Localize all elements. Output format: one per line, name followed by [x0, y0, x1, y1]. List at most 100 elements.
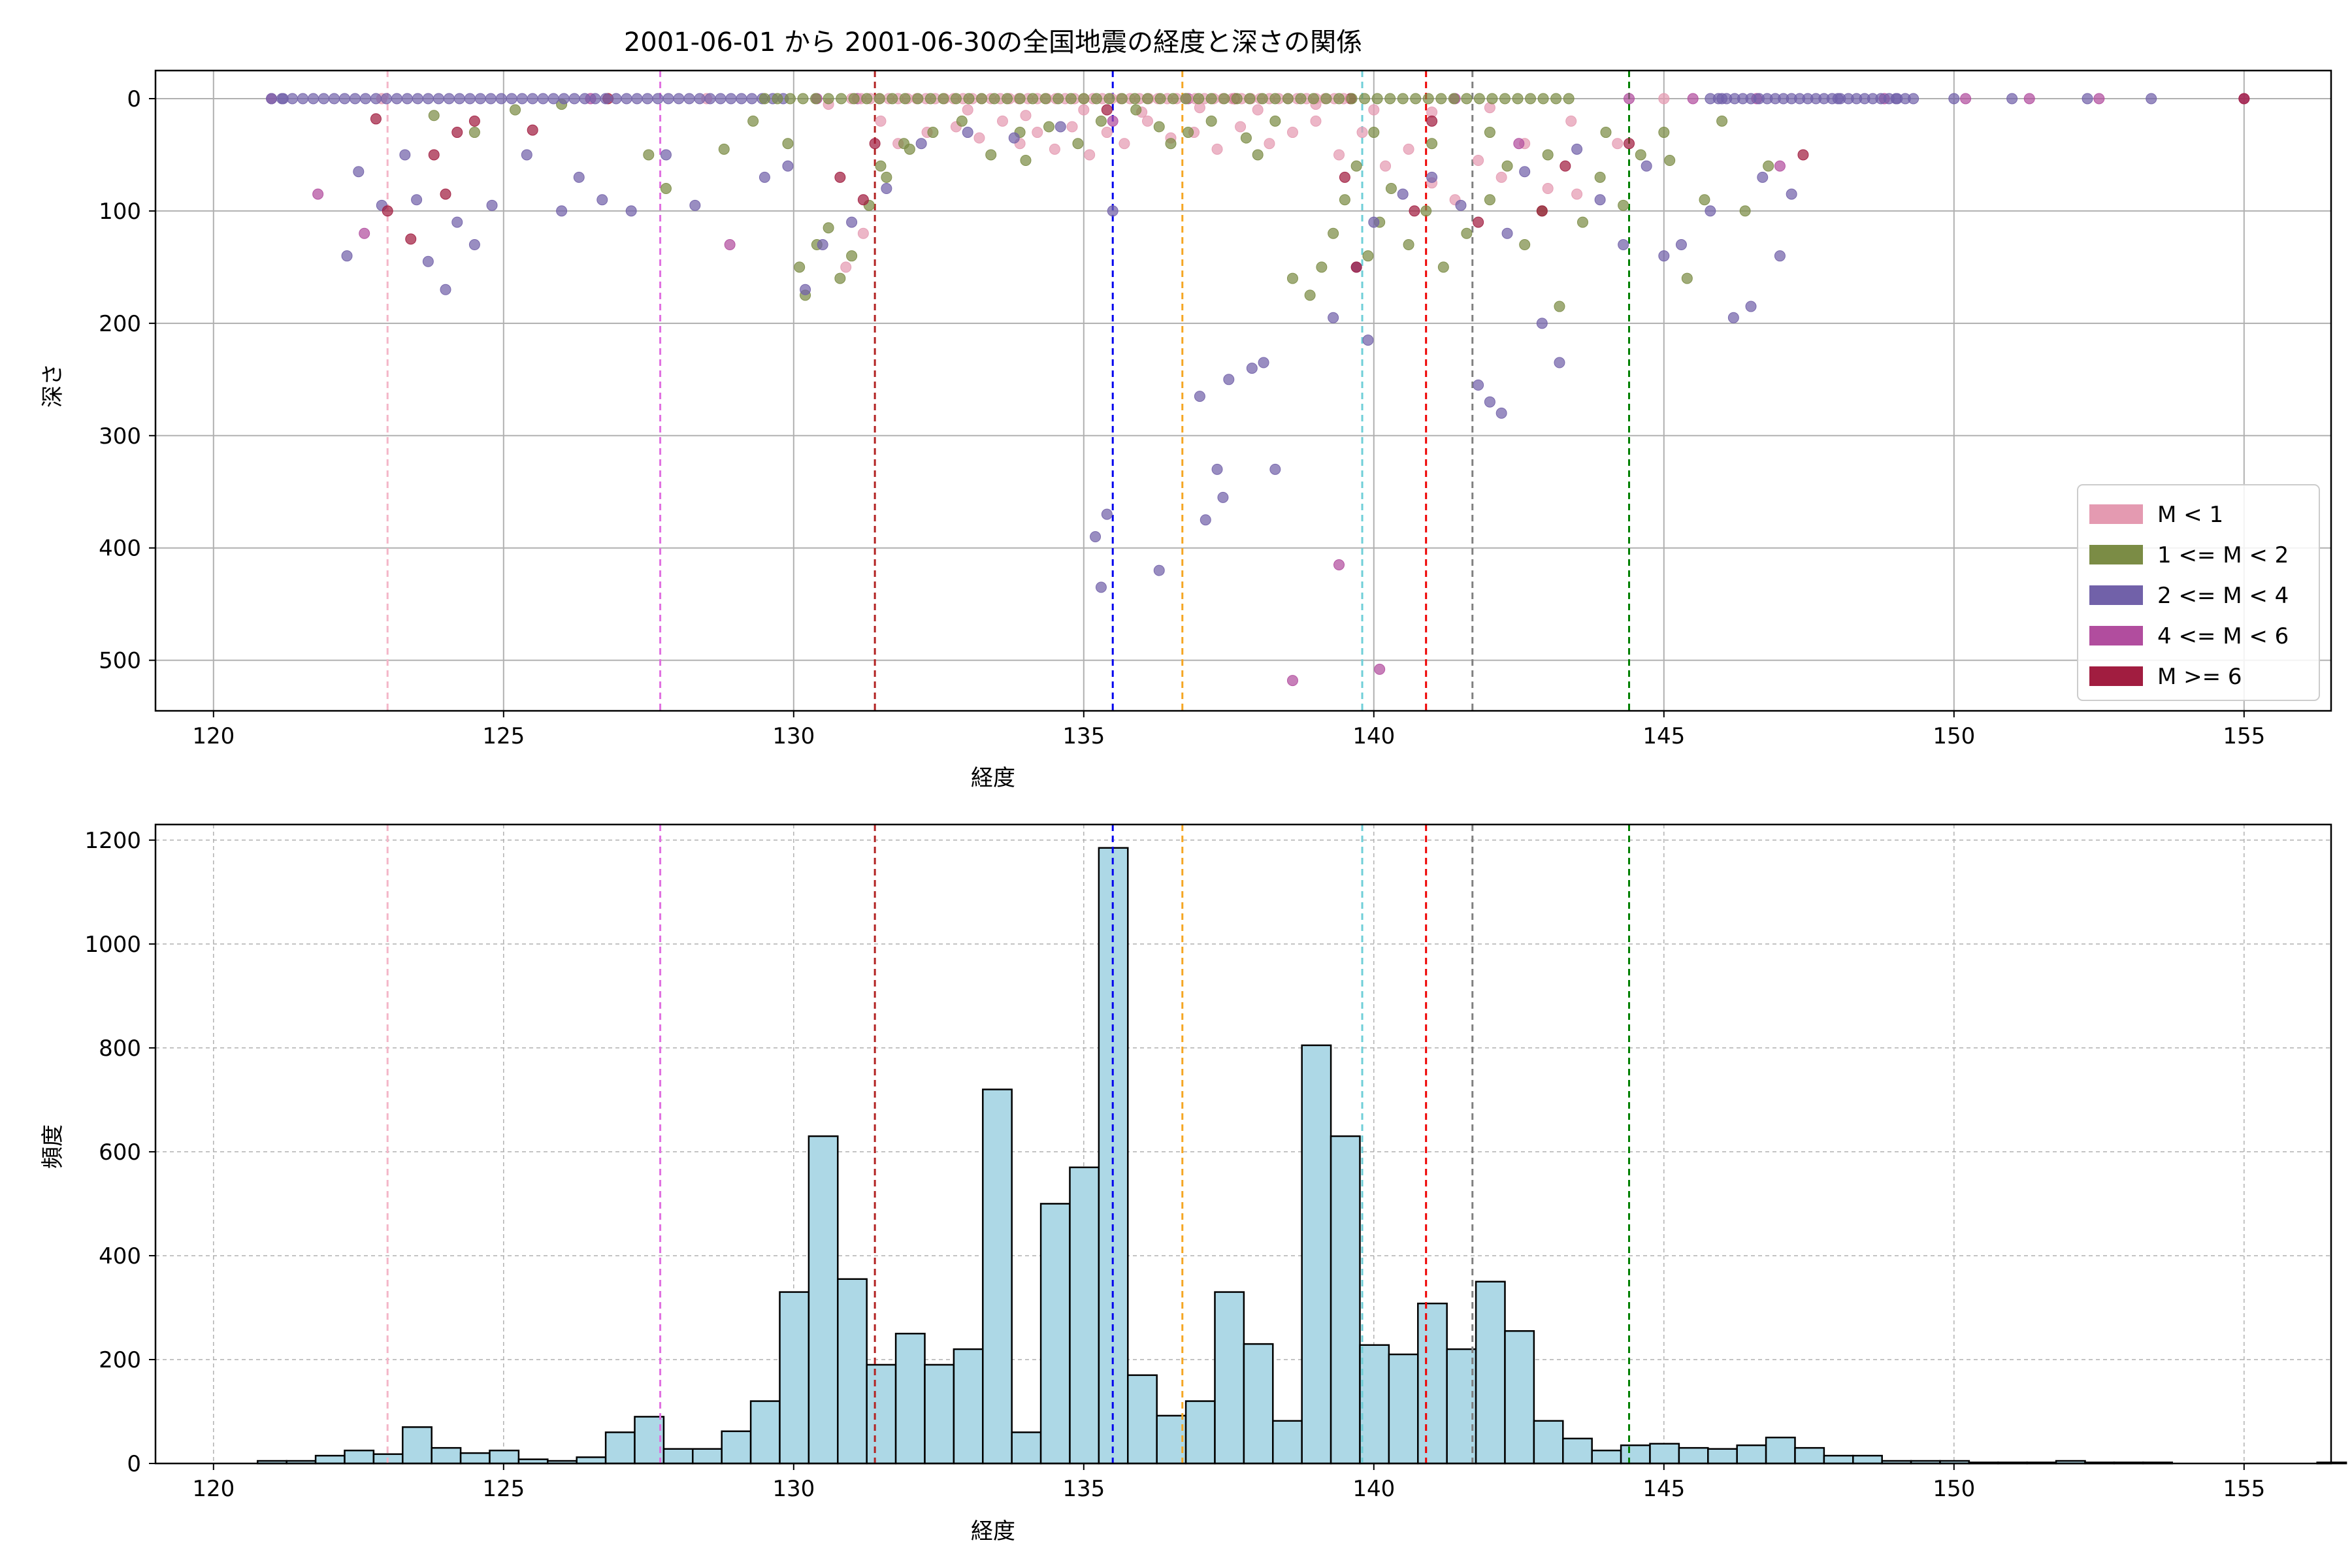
scatter-point [1002, 93, 1013, 105]
histogram-bar [1620, 1444, 1651, 1465]
scatter-point [2023, 93, 2035, 105]
scatter-point [1519, 238, 1531, 250]
scatter-point [433, 93, 444, 105]
scatter-point [440, 284, 451, 295]
scatter-point [861, 93, 873, 105]
histogram-bar [1417, 1302, 1448, 1465]
scatter-point [1554, 357, 1565, 368]
scatter-point [353, 166, 365, 178]
scatter-point [1536, 205, 1548, 217]
histogram-bar [344, 1449, 375, 1465]
scatter-y-tick-label: 300 [99, 423, 141, 449]
scatter-point [938, 93, 949, 105]
histogram-bar [1127, 1374, 1158, 1465]
scatter-point [817, 238, 828, 250]
scatter-point [516, 93, 528, 105]
scatter-point [985, 149, 997, 161]
histogram-bar [1475, 1281, 1506, 1465]
scatter-point [1043, 121, 1055, 133]
scatter-point [1641, 160, 1652, 172]
scatter-point [1090, 531, 1102, 543]
scatter-point [308, 93, 319, 105]
scatter-point [1461, 93, 1473, 105]
scatter-point [1217, 491, 1229, 503]
scatter-point [1101, 104, 1113, 116]
scatter-point [329, 93, 340, 105]
scatter-point [660, 183, 672, 195]
scatter-x-tick-label: 130 [772, 723, 815, 749]
scatter-point [1455, 199, 1467, 211]
histogram-bar [489, 1449, 520, 1465]
legend-label: 4 <= M < 6 [2157, 623, 2289, 649]
scatter-point [899, 93, 911, 105]
scatter-point [715, 93, 727, 105]
scatter-point [1681, 272, 1693, 284]
histogram-y-tick-label: 1000 [84, 932, 141, 958]
histogram-bar [779, 1291, 810, 1465]
histogram-x-tick-label: 135 [1062, 1476, 1105, 1502]
scatter-point [521, 149, 532, 161]
scatter-point [1264, 138, 1275, 150]
histogram-y-ticks: 0 200 400 600 800 1000 1200 [84, 828, 155, 1477]
scatter-point [800, 284, 811, 295]
scatter-point [621, 93, 632, 105]
scatter-point [794, 261, 806, 273]
scatter-point [359, 93, 371, 105]
histogram-x-ticks: 120 125 130 135 140 145 150 155 [192, 1463, 2265, 1502]
scatter-point [589, 93, 601, 105]
scatter-point [453, 93, 465, 105]
scatter-point [495, 93, 507, 105]
scatter-point [823, 93, 834, 105]
scatter-point [1484, 194, 1495, 206]
scatter-x-tick-label: 145 [1642, 723, 1685, 749]
scatter-point [596, 194, 608, 206]
scatter-point [1107, 115, 1119, 127]
scatter-point [1286, 272, 1298, 284]
scatter-point [1153, 121, 1165, 133]
scatter-point [338, 93, 350, 105]
histogram-bar [1591, 1449, 1622, 1465]
scatter-x-axis-label: 経度 [971, 765, 1015, 791]
scatter-plot-frame [154, 69, 2332, 712]
scatter-point [359, 227, 370, 239]
scatter-point [887, 93, 898, 105]
scatter-point [1350, 261, 1362, 273]
scatter-point [428, 110, 440, 122]
scatter-point [485, 93, 497, 105]
chart-title: 2001-06-01 から 2001-06-30の全国地震の経度と深さの関係 [624, 27, 1362, 57]
histogram-bar [808, 1135, 839, 1465]
scatter-point [874, 93, 885, 105]
scatter-point [1368, 127, 1380, 139]
scatter-point [1307, 93, 1319, 105]
scatter-point [1495, 171, 1507, 183]
scatter-point [1571, 143, 1583, 155]
scatter-point [875, 160, 887, 172]
scatter-point [1908, 93, 1919, 105]
scatter-point [662, 93, 674, 105]
scatter-point [2093, 93, 2105, 105]
scatter-point [474, 93, 486, 105]
scatter-point [1200, 514, 1211, 526]
scatter-point [1101, 508, 1113, 520]
scatter-point [1435, 93, 1447, 105]
scatter-point [631, 93, 643, 105]
scatter-point [1594, 171, 1606, 183]
scatter-point [996, 115, 1008, 127]
scatter-point [704, 93, 716, 105]
histogram-bar [1736, 1444, 1767, 1465]
scatter-point [1542, 183, 1554, 195]
histogram-x-tick-label: 130 [772, 1476, 815, 1502]
legend-swatch [2089, 504, 2143, 524]
scatter-point [2006, 93, 2018, 105]
histogram-bar [431, 1446, 462, 1465]
scatter-point [1571, 188, 1583, 200]
scatter-point [1565, 115, 1577, 127]
scatter-point [1426, 115, 1438, 127]
scatter-point [846, 216, 858, 228]
histogram-y-axis-label: 頻度 [40, 1124, 66, 1169]
scatter-point [411, 194, 423, 206]
scatter-point [904, 143, 915, 155]
scatter-point [875, 115, 887, 127]
histogram-bar [459, 1452, 491, 1465]
